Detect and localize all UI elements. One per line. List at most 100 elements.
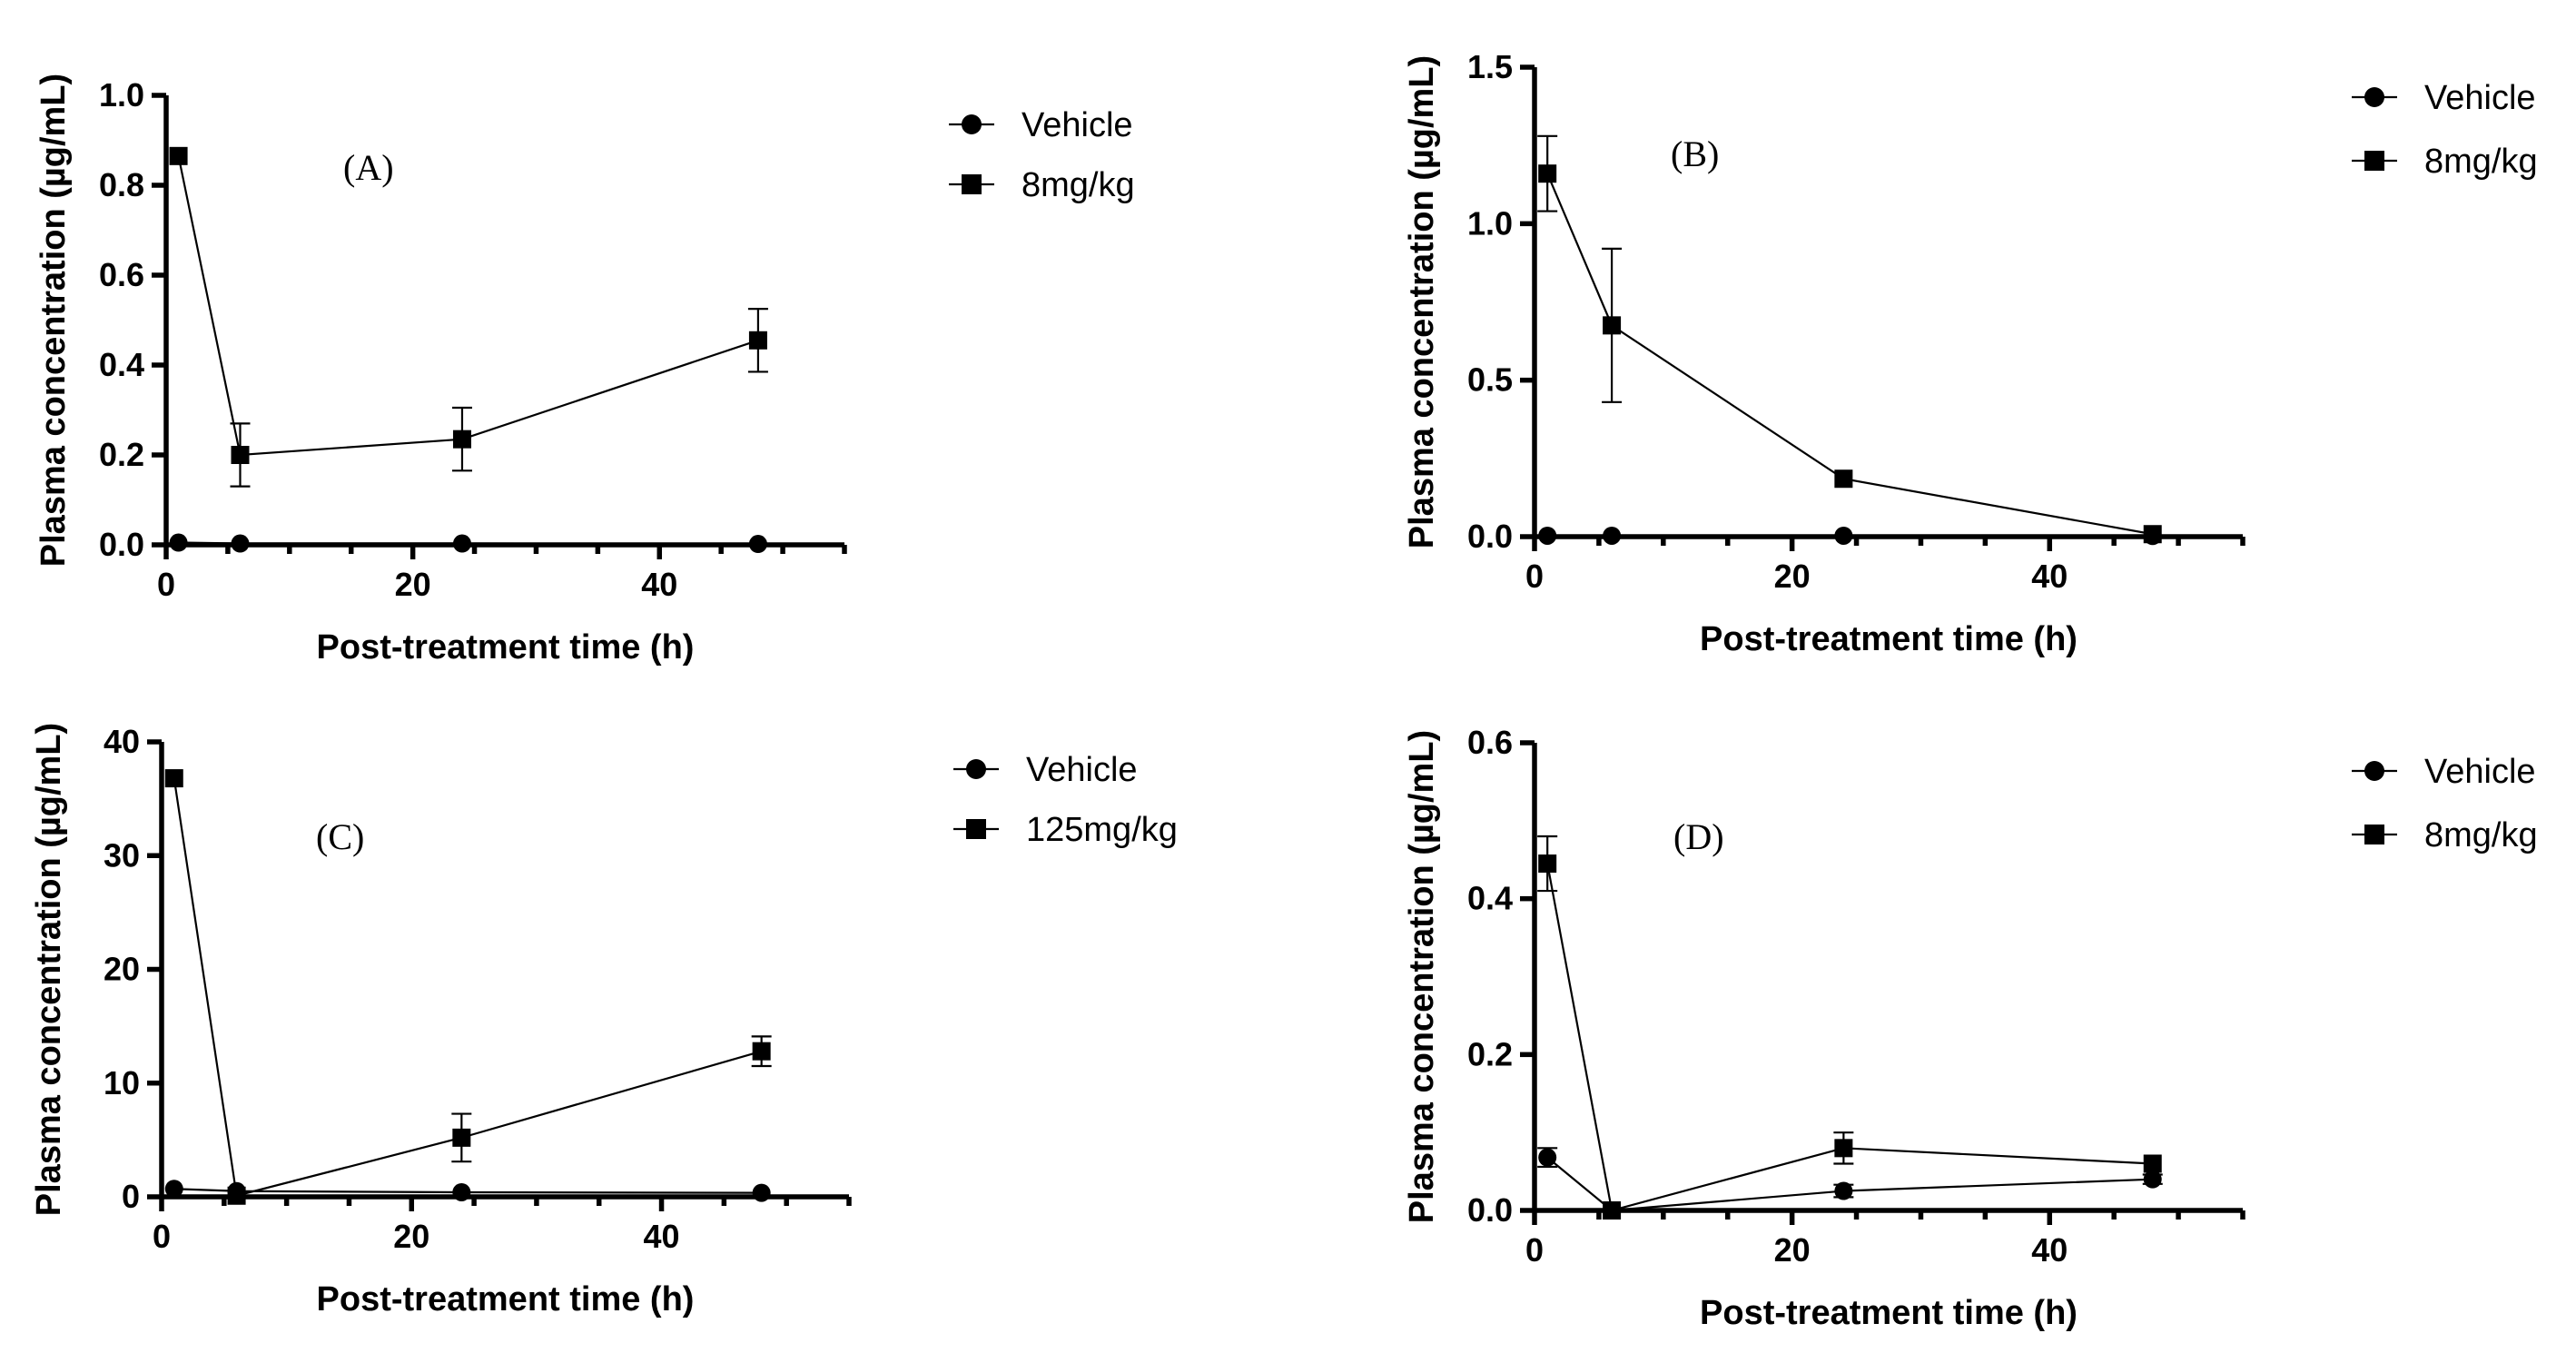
data-point-square [1834,469,1853,489]
x-axis-title: Post-treatment time (h) [1700,1294,2078,1332]
panel-label: (C) [316,816,364,857]
data-point-square [1603,316,1622,335]
data-point-square [752,1042,771,1061]
x-tick-label: 0 [157,566,175,603]
data-point-square [1538,164,1557,183]
legend-label: Vehicle [1026,751,1138,789]
data-point-circle [1538,1148,1557,1167]
y-tick-label: 0.6 [1467,724,1513,761]
series-line-circle [1546,1156,2153,1212]
y-tick-label: 1.5 [1467,48,1513,85]
y-tick-label: 0.2 [99,436,144,473]
y-axis-title: Plasma concentration (µg/mL) [35,74,73,567]
series-line-square [1546,173,2153,536]
x-tick-label: 0 [153,1218,171,1255]
y-tick-label: 0.4 [1467,880,1513,917]
series-line-square [177,155,759,457]
legend-marker-square [966,819,986,839]
data-point-circle [452,1182,471,1201]
data-point-square [164,769,183,788]
panel-label: (A) [343,147,394,188]
data-point-square [1834,1139,1853,1158]
data-point-square [748,331,767,350]
data-point-circle [231,534,250,553]
legend-marker-circle [2364,761,2384,781]
data-point-circle [452,534,471,553]
data-point-square [1538,854,1557,874]
data-point-square [452,1128,471,1147]
y-tick-label: 1.0 [1467,204,1513,242]
x-tick-label: 0 [1525,558,1544,595]
y-axis-title: Plasma concentration (µg/mL) [30,723,68,1216]
data-point-circle [2143,1170,2162,1189]
y-tick-label: 0.0 [99,526,144,563]
x-tick-label: 40 [2031,558,2068,595]
y-tick-label: 30 [104,836,140,874]
x-axis-title: Post-treatment time (h) [317,628,695,667]
legend-label: Vehicle [2424,753,2536,791]
y-tick-label: 0.5 [1467,361,1513,399]
legend-label: 8mg/kg [2424,816,2538,854]
legend-label: Vehicle [1022,106,1133,144]
data-point-square [2143,525,2162,544]
legend-marker-square [962,174,982,194]
data-point-circle [748,535,767,554]
y-tick-label: 0 [122,1178,140,1215]
y-tick-label: 0.4 [99,346,144,383]
y-tick-label: 0.2 [1467,1035,1513,1072]
panel-d: 0.0 0.2 0.4 0.6 0 20 40 Post-treatment time (h)… [1403,724,2538,1332]
panel-label: (B) [1671,133,1719,174]
x-tick-label: 20 [1774,1231,1811,1269]
legend-marker-square [2364,151,2384,171]
panel-b: 0.0 0.5 1.0 1.5 0 20 40 Post-treatment time (h)… [1403,48,2538,658]
y-tick-label: 1.0 [99,76,144,114]
data-point-square [1603,1201,1622,1220]
y-axis-title: Plasma concentration (µg/mL) [1403,55,1441,548]
legend-label: 8mg/kg [2424,143,2538,181]
legend-label: 125mg/kg [1026,811,1178,849]
legend-label: Vehicle [2424,79,2536,117]
panel-c: 0 10 20 30 40 0 20 40 Post-treatment time (h) Pla… [30,723,1178,1318]
x-tick-label: 40 [644,1218,680,1255]
legend-label: 8mg/kg [1022,166,1135,204]
legend-marker-circle [2364,87,2384,107]
legend-marker-circle [966,759,986,779]
y-tick-label: 10 [104,1064,140,1101]
x-tick-label: 20 [393,1218,429,1255]
data-point-circle [1834,1181,1853,1200]
legend-marker-square [2364,825,2384,844]
legend-marker-circle [962,114,982,134]
data-point-square [227,1186,246,1205]
x-axis-title: Post-treatment time (h) [317,1280,695,1318]
data-point-circle [1538,526,1557,545]
data-point-circle [1834,526,1853,545]
series-line-circle [178,541,758,546]
data-point-circle [1603,526,1622,545]
panel-label: (D) [1673,816,1724,857]
data-point-square [452,430,471,449]
y-axis-title: Plasma concentration (µg/mL) [1403,730,1441,1223]
data-point-circle [752,1183,771,1202]
series-line-square [1546,863,2153,1212]
data-point-square [169,146,188,165]
y-tick-label: 40 [104,723,140,760]
y-tick-label: 0.8 [99,166,144,203]
x-tick-label: 40 [641,566,677,603]
data-point-circle [164,1180,183,1199]
y-tick-label: 0.6 [99,256,144,293]
x-tick-label: 40 [2031,1231,2068,1269]
x-tick-label: 20 [395,566,431,603]
data-point-circle [169,533,188,552]
panel-a: 0.0 0.2 0.4 0.6 0.8 1.0 0 20 40 Post-treatment ti… [35,74,1135,667]
data-point-square [2143,1154,2162,1173]
y-tick-label: 0.0 [1467,518,1513,555]
x-tick-label: 0 [1525,1231,1544,1269]
x-axis-title: Post-treatment time (h) [1700,620,2078,658]
series-line-circle [173,1188,762,1194]
y-tick-label: 0.0 [1467,1191,1513,1229]
data-point-square [231,446,250,464]
y-tick-label: 20 [104,951,140,988]
series-line-square [173,777,762,1198]
x-tick-label: 20 [1774,558,1811,595]
